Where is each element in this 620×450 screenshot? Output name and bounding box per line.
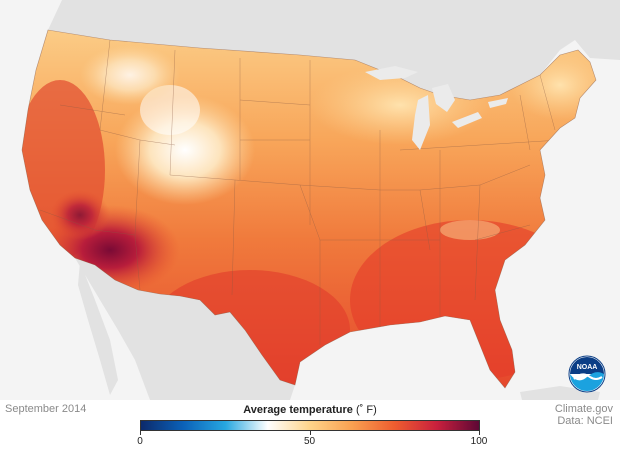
- map-canvas: [21, 0, 620, 400]
- legend-colorbar: [140, 420, 480, 431]
- date-label: September 2014: [5, 403, 87, 415]
- state-borders: [39, 39, 561, 345]
- great-lakes: [365, 66, 508, 150]
- legend-tick: [479, 431, 480, 435]
- legend-title-text: Average temperature: [243, 404, 353, 416]
- baja-peninsula: [78, 262, 118, 395]
- temperature-map: [21, 0, 620, 400]
- legend-tick: [140, 431, 141, 435]
- svg-text:NOAA: NOAA: [577, 364, 598, 371]
- legend-tick-label: 100: [470, 436, 488, 447]
- legend-unit: (˚ F): [355, 404, 377, 416]
- noaa-logo: NOAA: [568, 355, 606, 393]
- mexico-landmass: [75, 258, 295, 400]
- credit-block: Climate.gov Data: NCEI: [555, 403, 613, 427]
- canada-landmass: [48, 0, 620, 100]
- legend-tick-label: 0: [137, 436, 143, 447]
- credit-source: Climate.gov: [554, 403, 613, 415]
- legend-tick: [309, 431, 311, 435]
- legend-title: Average temperature (˚ F): [140, 404, 480, 416]
- credit-data: Data: NCEI: [557, 415, 613, 427]
- legend-tick-label: 50: [303, 436, 316, 447]
